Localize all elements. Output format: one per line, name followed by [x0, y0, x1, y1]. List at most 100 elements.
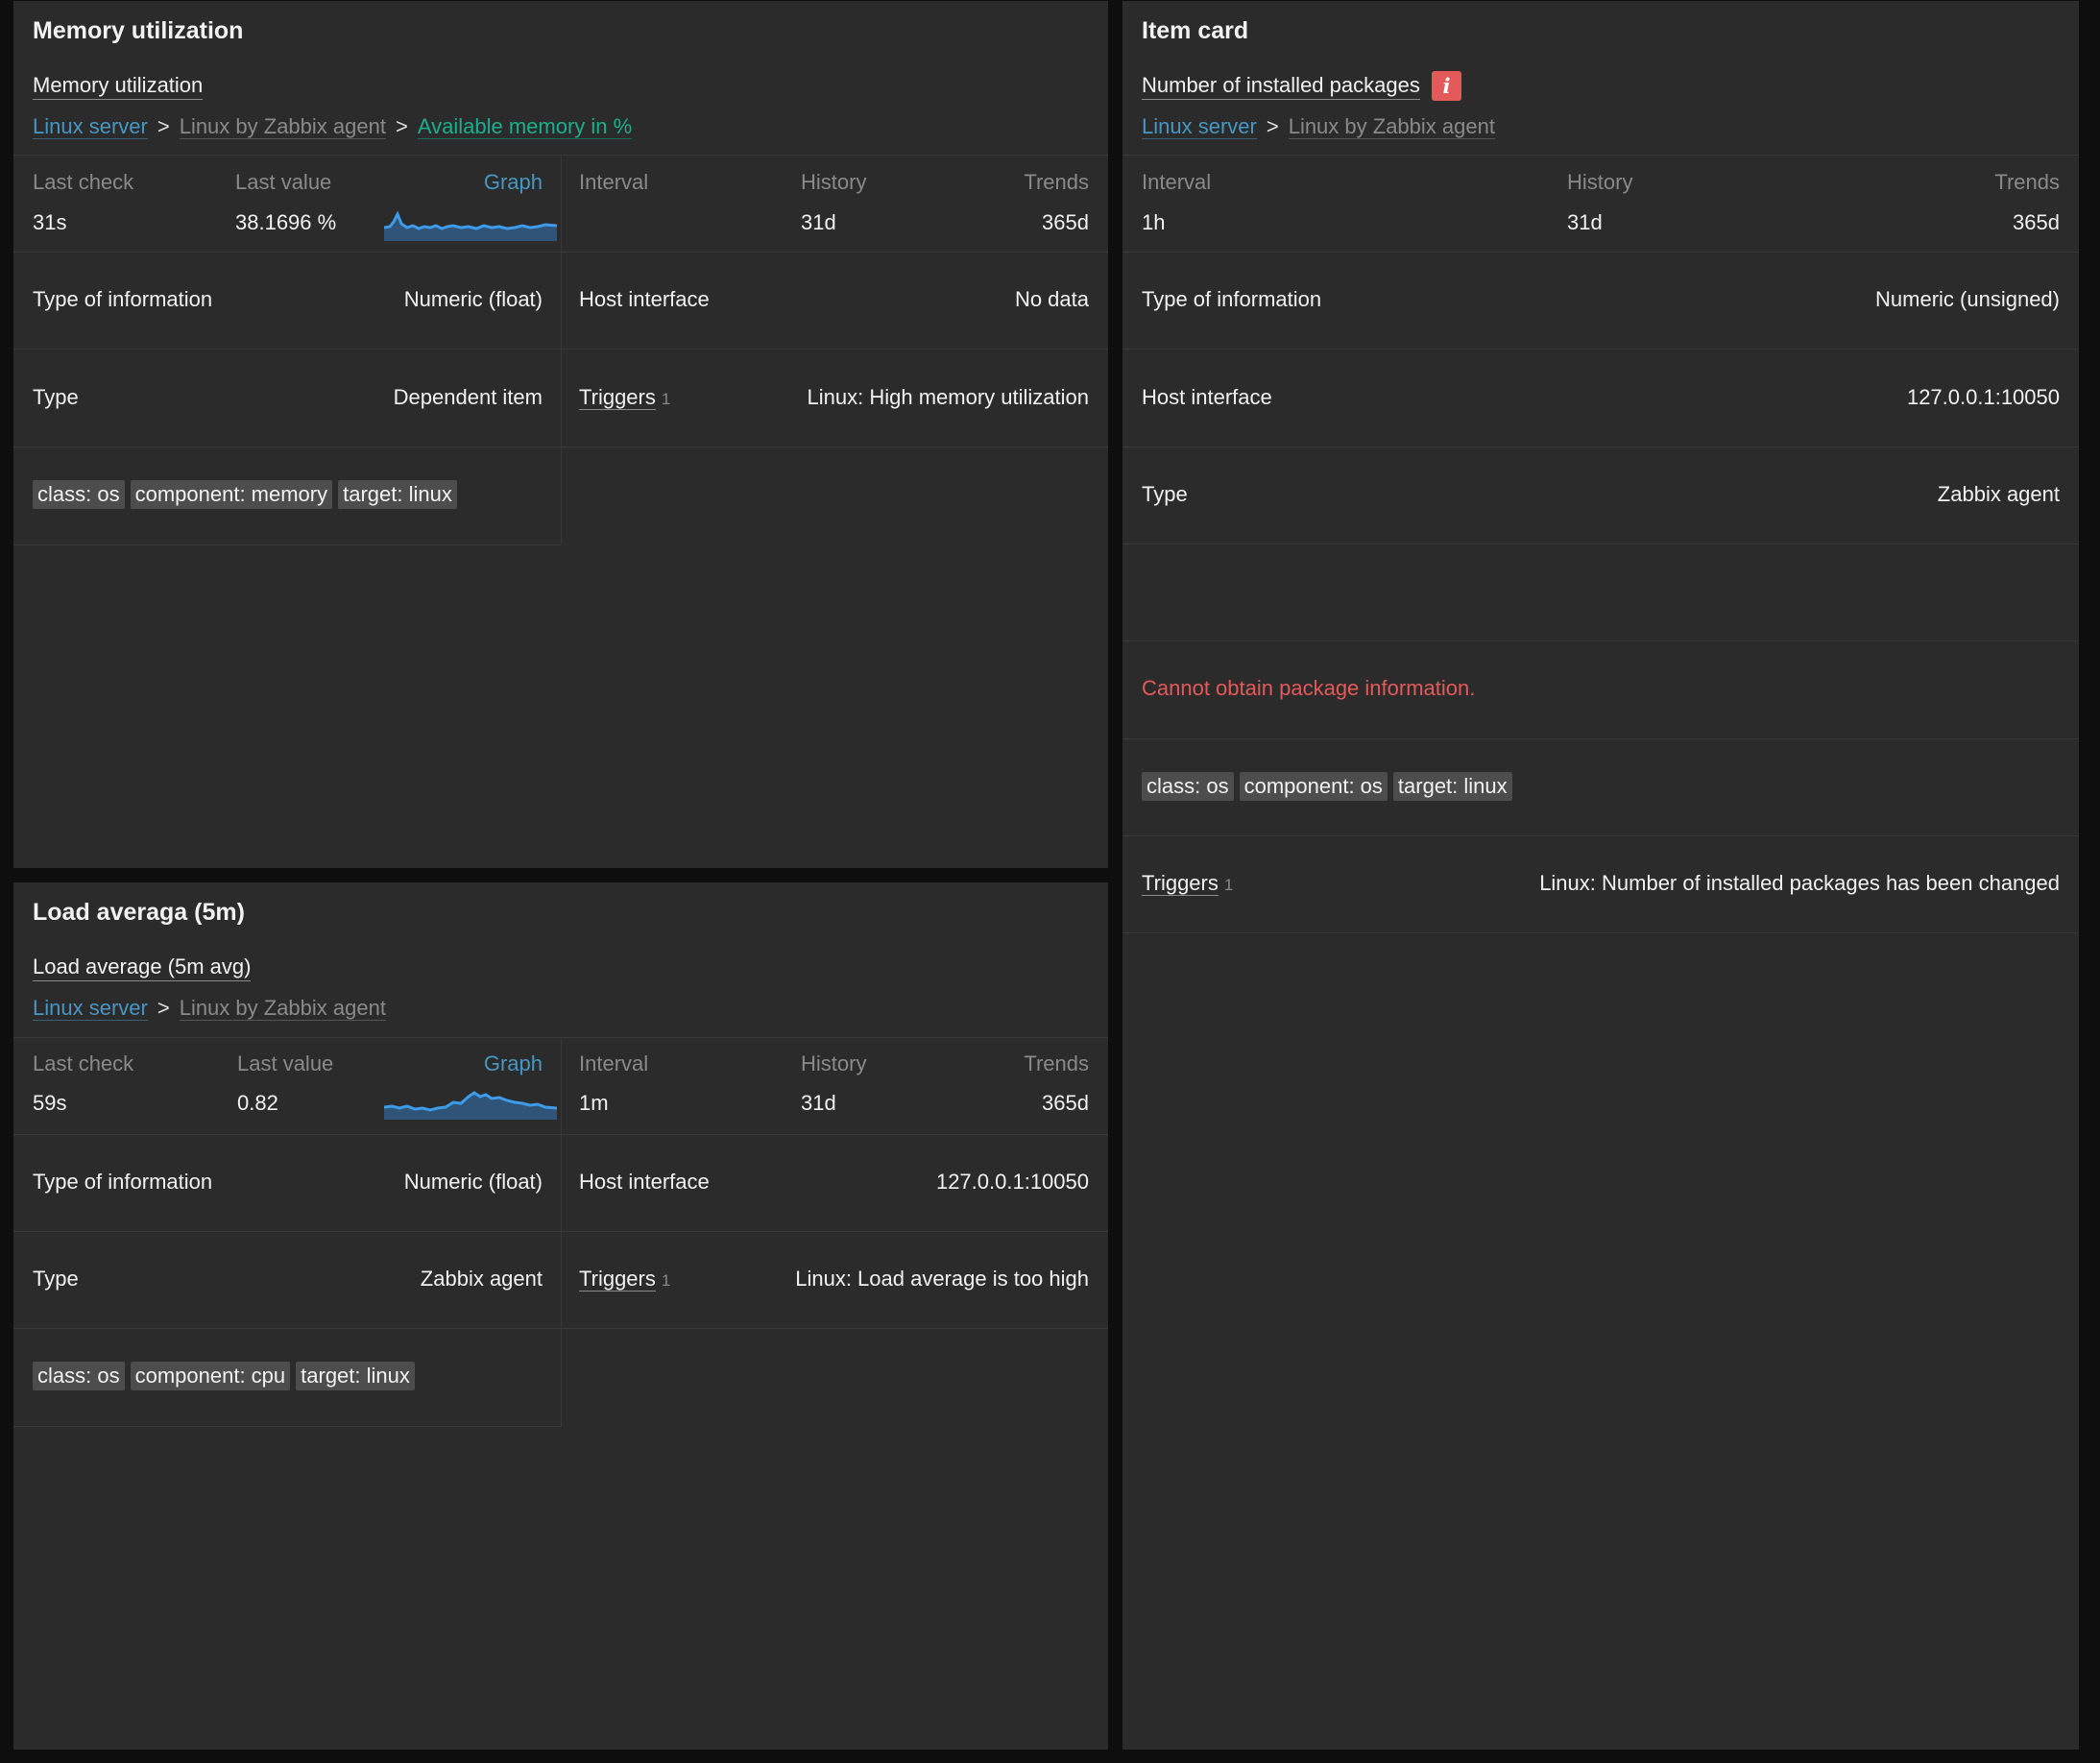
breadcrumb-host-link[interactable]: Linux server	[33, 996, 148, 1021]
tags-list: class: os component: cpu target: linux	[33, 1362, 415, 1390]
divider	[13, 349, 1108, 350]
host-interface-value: 127.0.0.1:10050	[935, 1170, 1089, 1194]
tag[interactable]: target: linux	[338, 480, 457, 509]
breadcrumb-separator: >	[157, 996, 170, 1020]
history-label: History	[801, 1051, 867, 1075]
host-interface-label: Host interface	[579, 287, 710, 311]
sparkline-area	[384, 1093, 557, 1120]
type-of-information-label: Type of information	[33, 1170, 213, 1194]
tag[interactable]: component: cpu	[130, 1362, 291, 1390]
host-interface-label: Host interface	[1142, 385, 1272, 409]
breadcrumb-template-link[interactable]: Linux by Zabbix agent	[179, 114, 386, 139]
item-name-link[interactable]: Load average (5m avg)	[33, 954, 252, 981]
last-value-label: Last value	[235, 170, 332, 194]
type-label: Type	[33, 1267, 79, 1291]
last-value: 0.82	[237, 1091, 278, 1115]
divider	[1122, 543, 2079, 544]
triggers-link[interactable]: Triggers	[1142, 871, 1219, 896]
divider	[1122, 932, 2079, 933]
sparkline-chart[interactable]	[384, 1083, 557, 1120]
interval-value: 1h	[1142, 210, 1166, 234]
sparkline-chart[interactable]	[384, 205, 557, 241]
triggers-count: 1	[661, 390, 671, 408]
error-message: Cannot obtain package information.	[1142, 676, 1476, 700]
item-card-widget: Item card Number of installed packages i…	[1122, 1, 2079, 1750]
trends-value: 365d	[1042, 1091, 1089, 1115]
breadcrumb-master-item-link[interactable]: Available memory in %	[417, 114, 633, 139]
divider	[1122, 349, 2079, 350]
host-interface-value: No data	[1014, 287, 1089, 311]
type-label: Type	[33, 385, 79, 409]
type-value: Dependent item	[393, 385, 543, 409]
tag[interactable]: class: os	[1142, 772, 1234, 801]
breadcrumb-separator: >	[157, 114, 170, 138]
breadcrumb: Linux server > Linux by Zabbix agent > Avail…	[33, 113, 633, 140]
last-value: 38.1696 %	[235, 210, 337, 234]
history-value: 31d	[1567, 210, 1603, 234]
graph-link[interactable]: Graph	[483, 1051, 543, 1075]
tags-list: class: os component: os target: linux	[1142, 772, 1512, 801]
breadcrumb-host-link[interactable]: Linux server	[1142, 114, 1257, 139]
divider	[1122, 252, 2079, 253]
trigger-name: Linux: High memory utilization	[807, 385, 1089, 409]
host-interface-value: 127.0.0.1:10050	[1906, 385, 2060, 409]
sparkline-line	[384, 1091, 557, 1112]
history-value: 31d	[801, 1091, 836, 1115]
breadcrumb-host-link[interactable]: Linux server	[33, 114, 148, 139]
interval-label: Interval	[579, 1051, 649, 1075]
breadcrumb-separator: >	[1266, 114, 1279, 138]
history-label: History	[1567, 170, 1633, 194]
triggers-link[interactable]: Triggers	[579, 385, 656, 410]
divider	[13, 544, 561, 545]
triggers-field: Triggers 1	[579, 384, 670, 413]
memory-utilization-widget: Memory utilization Memory utilization Li…	[13, 1, 1108, 868]
interval-label: Interval	[579, 170, 649, 194]
tag[interactable]: target: linux	[1392, 772, 1512, 801]
divider	[13, 1134, 1108, 1135]
tags-list: class: os component: memory target: linu…	[33, 480, 457, 509]
breadcrumb-template-link[interactable]: Linux by Zabbix agent	[179, 996, 386, 1021]
item-name-link[interactable]: Memory utilization	[33, 73, 204, 100]
item-name-link[interactable]: Number of installed packages	[1142, 73, 1420, 100]
history-value: 31d	[801, 210, 836, 234]
triggers-link[interactable]: Triggers	[579, 1267, 656, 1292]
type-of-information-label: Type of information	[33, 287, 213, 311]
trends-value: 365d	[2013, 210, 2060, 234]
tag[interactable]: target: linux	[296, 1362, 415, 1390]
graph-link[interactable]: Graph	[483, 170, 543, 194]
trends-label: Trends	[1024, 1051, 1089, 1075]
tag[interactable]: class: os	[33, 1362, 125, 1390]
trigger-name: Linux: Load average is too high	[795, 1267, 1089, 1291]
history-label: History	[801, 170, 867, 194]
divider	[1122, 155, 2079, 156]
last-check-value: 31s	[33, 210, 67, 234]
divider	[1122, 640, 2079, 641]
type-value: Zabbix agent	[420, 1267, 543, 1291]
divider	[13, 1231, 1108, 1232]
widget-title: Item card	[1142, 17, 1249, 44]
sparkline-line	[384, 210, 557, 230]
triggers-field: Triggers 1	[1142, 870, 1233, 899]
trends-value: 365d	[1042, 210, 1089, 234]
type-of-information-label: Type of information	[1142, 287, 1322, 311]
divider	[1122, 738, 2079, 739]
breadcrumb-template-link[interactable]: Linux by Zabbix agent	[1288, 114, 1495, 139]
divider	[13, 1426, 561, 1427]
interval-label: Interval	[1142, 170, 1212, 194]
divider	[561, 1037, 562, 1427]
tag[interactable]: class: os	[33, 480, 125, 509]
type-of-information-value: Numeric (unsigned)	[1875, 287, 2060, 311]
divider	[1122, 835, 2079, 836]
triggers-count: 1	[1223, 876, 1234, 894]
trends-label: Trends	[1994, 170, 2060, 194]
triggers-count: 1	[661, 1271, 671, 1290]
tag[interactable]: component: memory	[130, 480, 333, 509]
divider	[13, 252, 1108, 253]
tag[interactable]: component: os	[1239, 772, 1388, 801]
breadcrumb: Linux server > Linux by Zabbix agent	[1142, 113, 1495, 140]
last-check-label: Last check	[33, 170, 134, 194]
type-of-information-value: Numeric (float)	[403, 287, 543, 311]
type-value: Zabbix agent	[1937, 482, 2060, 506]
info-icon[interactable]: i	[1432, 71, 1461, 101]
widget-title: Memory utilization	[33, 17, 244, 44]
